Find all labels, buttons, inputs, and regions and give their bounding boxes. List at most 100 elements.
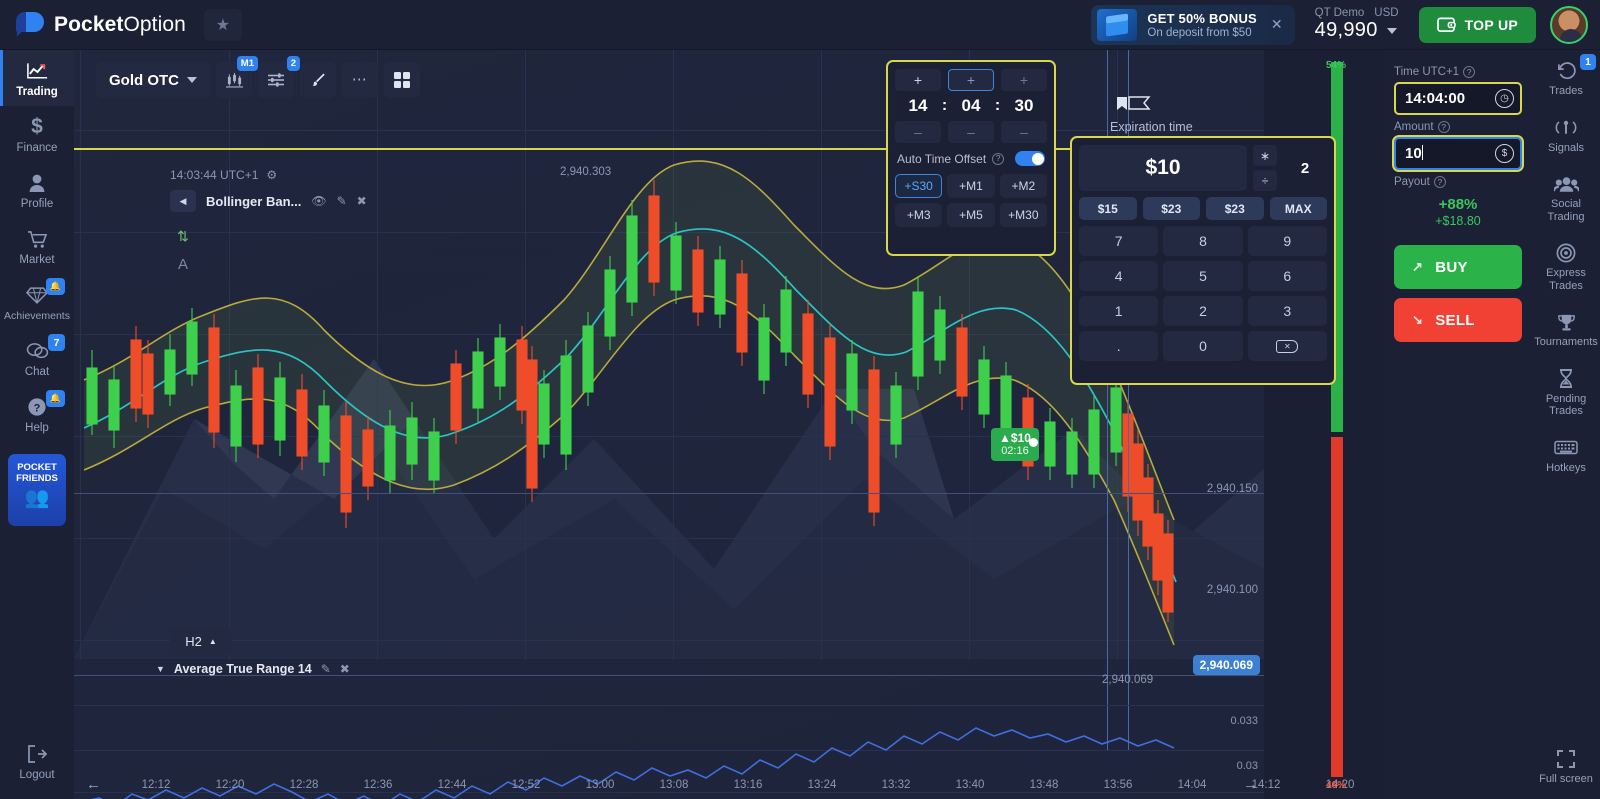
bonus-close-icon[interactable]: ✕ xyxy=(1270,16,1283,32)
pencil-icon[interactable]: ✎ xyxy=(336,194,347,208)
numpad-key-dot[interactable]: . xyxy=(1079,331,1159,361)
top-up-label: TOP UP xyxy=(1464,16,1518,33)
favorites-star-icon[interactable]: ★ xyxy=(203,8,242,41)
rightnav-item-trades[interactable]: 1 Trades xyxy=(1532,50,1600,107)
quick-offset-s30[interactable]: +S30 xyxy=(895,174,943,198)
sidebar-item-achievements[interactable]: 🔔 Achievements xyxy=(0,274,74,330)
auto-time-offset-toggle[interactable] xyxy=(1015,151,1045,166)
scroll-right-arrow-icon[interactable]: → xyxy=(1243,776,1258,793)
numpad-key-8[interactable]: 8 xyxy=(1163,226,1243,256)
atr-collapse-icon[interactable]: ▼ xyxy=(156,664,165,674)
timeframe-selector[interactable]: H2 ▲ xyxy=(170,627,232,655)
amount-field-label: Amount ? xyxy=(1394,121,1522,133)
buy-button[interactable]: ↗ BUY xyxy=(1394,245,1522,289)
sidebar-item-chat[interactable]: 7 Chat xyxy=(0,330,74,386)
rightnav-item-express-trades[interactable]: Express Trades xyxy=(1532,232,1600,301)
sell-button[interactable]: ↘ SELL xyxy=(1394,298,1522,342)
sidebar-item-profile[interactable]: Profile xyxy=(0,162,74,218)
auto-time-offset-row: Auto Time Offset ? xyxy=(895,151,1047,166)
gear-icon[interactable]: ⚙ xyxy=(266,168,278,182)
rightnav-item-tournaments[interactable]: Tournaments xyxy=(1532,301,1600,358)
quick-offset-m3[interactable]: +M3 xyxy=(895,203,943,227)
collapse-indicator-button[interactable]: ◀ xyxy=(170,190,196,212)
numpad-key-1[interactable]: 1 xyxy=(1079,296,1159,326)
sidebar-item-trading[interactable]: Trading xyxy=(0,50,74,106)
help-tooltip-icon[interactable]: ? xyxy=(1433,176,1446,188)
atr-panel-header: ▼ Average True Range 14 ✎ ✖ xyxy=(156,662,350,676)
account-currency-label: USD xyxy=(1374,7,1399,19)
rightnav-item-pending-trades[interactable]: Pending Trades xyxy=(1532,358,1600,427)
amount-numpad-popup[interactable]: $10 ∗ ÷ 2 $15 $23 $23 MAX 7 8 9 4 5 6 1 … xyxy=(1070,136,1336,385)
numpad-key-3[interactable]: 3 xyxy=(1247,296,1327,326)
grid-icon xyxy=(394,72,410,88)
draw-tools-button[interactable] xyxy=(300,62,336,98)
clock-icon[interactable]: ◷ xyxy=(1495,89,1514,108)
minutes-increment-button[interactable]: + xyxy=(947,69,994,91)
rightnav-item-hotkeys[interactable]: Hotkeys xyxy=(1532,427,1600,484)
rightnav-item-signals[interactable]: Signals xyxy=(1532,107,1600,164)
account-balance[interactable]: QT Demo USD 49,990 xyxy=(1309,7,1405,42)
minutes-decrement-button[interactable]: – xyxy=(947,121,994,143)
numpad-key-9[interactable]: 9 xyxy=(1247,226,1327,256)
multiply-button[interactable]: ∗ xyxy=(1253,145,1277,166)
numpad-key-backspace[interactable]: ✕ xyxy=(1247,331,1327,361)
logout-button[interactable]: Logout xyxy=(0,742,74,781)
amount-input[interactable]: 10 $ xyxy=(1392,135,1524,172)
sidebar-item-finance[interactable]: $ Finance xyxy=(0,106,74,162)
numpad-key-7[interactable]: 7 xyxy=(1079,226,1159,256)
quick-amount-1[interactable]: $15 xyxy=(1079,197,1137,220)
close-icon[interactable]: ✖ xyxy=(339,662,350,676)
quick-offset-m30[interactable]: +M30 xyxy=(999,203,1047,227)
quick-amount-2[interactable]: $23 xyxy=(1142,197,1200,220)
question-circle-icon: ? xyxy=(2,395,72,419)
layout-grid-button[interactable] xyxy=(384,62,420,98)
sidebar-item-market[interactable]: Market xyxy=(0,218,74,274)
numpad-key-5[interactable]: 5 xyxy=(1163,261,1243,291)
text-tool-icon[interactable]: A xyxy=(177,255,188,273)
quick-amount-max[interactable]: MAX xyxy=(1269,197,1327,220)
arrows-tool-icon[interactable]: ⇅ xyxy=(177,227,189,244)
numpad-key-4[interactable]: 4 xyxy=(1079,261,1159,291)
bonus-banner[interactable]: GET 50% BONUS On deposit from $50 ✕ xyxy=(1091,4,1295,45)
seconds-decrement-button[interactable]: – xyxy=(1000,121,1047,143)
quick-amount-3[interactable]: $23 xyxy=(1206,197,1264,220)
quick-offset-m5[interactable]: +M5 xyxy=(947,203,995,227)
more-options-button[interactable]: ⋯ xyxy=(342,62,378,98)
sidebar-item-help[interactable]: 🔔 ? Help xyxy=(0,386,74,442)
indicators-button[interactable]: 2 xyxy=(258,56,300,98)
close-icon[interactable]: ✖ xyxy=(356,194,367,208)
user-avatar[interactable] xyxy=(1550,5,1588,44)
asset-selector[interactable]: Gold OTC xyxy=(96,62,210,98)
help-tooltip-icon[interactable]: ? xyxy=(992,152,1005,165)
chart-type-button[interactable]: M1 xyxy=(216,56,258,98)
dollar-coin-icon[interactable]: $ xyxy=(1495,144,1514,163)
numpad-key-6[interactable]: 6 xyxy=(1247,261,1327,291)
chart-area[interactable]: Expiration time 14:04:00 2,940.303 2,940… xyxy=(74,50,1264,799)
chevron-down-icon[interactable] xyxy=(1386,27,1397,34)
hours-increment-button[interactable]: + xyxy=(895,69,941,91)
quick-offset-m2[interactable]: +M2 xyxy=(999,174,1047,198)
time-picker-popup[interactable]: + 14 – : + 04 – : + 30 – Auto Time Offse… xyxy=(886,60,1056,256)
top-up-button[interactable]: TOP UP xyxy=(1418,6,1536,43)
numpad-key-0[interactable]: 0 xyxy=(1163,331,1243,361)
help-tooltip-icon[interactable]: ? xyxy=(1437,121,1450,133)
app-logo[interactable]: PocketOption xyxy=(16,11,186,38)
expiration-time-input[interactable]: 14:04:00 ◷ xyxy=(1394,82,1522,115)
eye-icon[interactable]: 👁 xyxy=(311,194,327,208)
time-tick: 12:36 xyxy=(363,779,393,791)
current-time-line xyxy=(1107,50,1108,750)
divide-button[interactable]: ÷ xyxy=(1253,170,1277,191)
rightnav-item-social-trading[interactable]: Social Trading xyxy=(1532,163,1600,232)
hours-decrement-button[interactable]: – xyxy=(895,121,941,143)
seconds-increment-button[interactable]: + xyxy=(1000,69,1047,91)
numpad-key-2[interactable]: 2 xyxy=(1163,296,1243,326)
scroll-left-arrow-icon[interactable]: ← xyxy=(86,776,101,793)
payout-values: +88% +$18.80 xyxy=(1394,192,1522,236)
pencil-icon[interactable]: ✎ xyxy=(320,662,331,676)
help-tooltip-icon[interactable]: ? xyxy=(1463,66,1476,78)
pocket-friends-banner[interactable]: POCKET FRIENDS 👥 xyxy=(8,454,66,526)
quick-offset-m1[interactable]: +M1 xyxy=(947,174,995,198)
fullscreen-button[interactable]: Full screen xyxy=(1532,748,1600,786)
trade-entry-dot xyxy=(1029,438,1038,447)
chat-badge: 7 xyxy=(48,334,65,351)
